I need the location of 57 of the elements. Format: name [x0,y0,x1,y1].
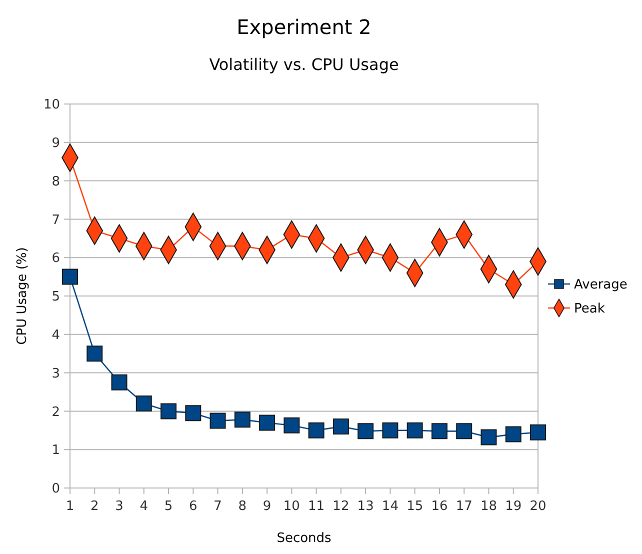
x-tick-label: 8 [238,499,247,514]
y-tick-label: 1 [52,443,60,458]
x-tick-label: 12 [332,499,350,514]
point [284,417,300,434]
y-tick-label: 8 [52,174,60,190]
point [332,418,349,435]
y-tick-label: 7 [52,212,60,228]
legend-label: Peak [574,302,606,317]
point [259,414,276,431]
legend-label: Average [574,278,628,293]
x-tick-label: 6 [189,499,198,514]
y-axis-title: CPU Usage (%) [15,247,30,345]
point [358,423,374,440]
point [456,423,472,440]
y-tick-label: 10 [43,98,60,113]
x-tick-label: 11 [308,499,325,514]
x-tick-label: 3 [115,499,124,514]
x-tick-label: 20 [530,499,546,514]
chart-subtitle: Volatility vs. CPU Usage [209,55,399,74]
x-tick-label: 5 [164,499,173,514]
point [480,429,497,446]
x-tick-label: 4 [140,499,148,514]
point [308,422,324,438]
chart-title: Experiment 2 [236,15,372,39]
x-tick-label: 15 [406,499,424,514]
x-tick-label: 18 [480,499,498,514]
x-axis-title: Seconds [276,531,332,546]
y-tick-label: 9 [52,136,60,151]
point [136,396,152,412]
x-tick-label: 19 [505,499,522,514]
point [505,426,522,442]
point [111,374,128,390]
y-tick-label: 2 [52,404,60,420]
point [530,424,546,440]
x-tick-label: 14 [382,499,398,514]
x-tick-label: 1 [66,499,74,514]
x-tick-label: 17 [456,499,472,514]
x-tick-label: 10 [283,499,300,514]
x-tick-label: 16 [431,499,448,514]
point [185,405,202,422]
y-tick-label: 6 [52,251,60,266]
point [160,403,177,420]
point [234,412,250,428]
x-tick-label: 2 [90,499,99,514]
y-tick-label: 5 [52,290,60,305]
point [86,346,103,362]
point [431,423,448,440]
point [382,422,398,438]
point [210,412,226,429]
x-tick-label: 9 [262,499,272,514]
x-tick-label: 13 [357,499,374,514]
y-tick-label: 3 [52,366,60,382]
x-tick-label: 7 [214,499,222,514]
y-tick-label: 4 [52,328,60,343]
y-tick-label: 0 [52,482,60,497]
point [406,422,423,438]
point [62,268,78,285]
